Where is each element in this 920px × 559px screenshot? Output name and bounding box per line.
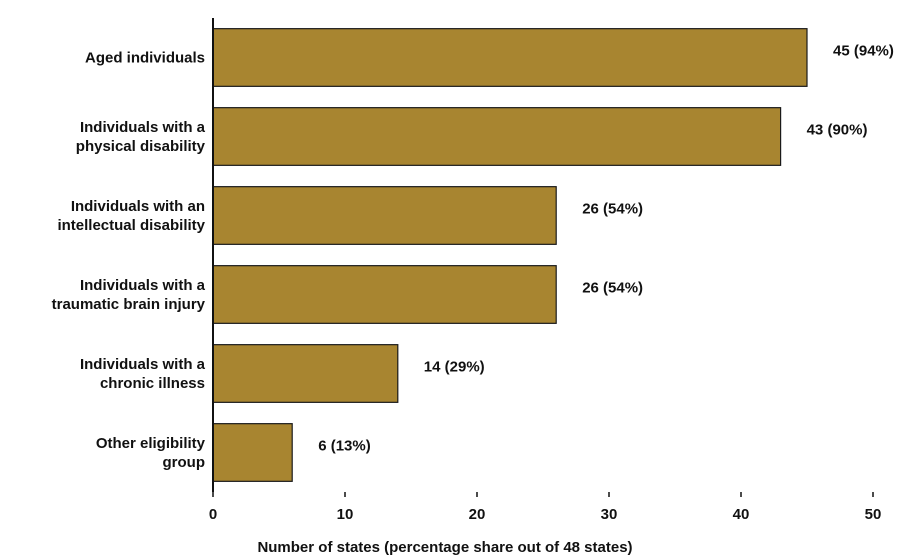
x-axis-title: Number of states (percentage share out o…	[257, 539, 632, 556]
category-label: Aged individuals	[85, 50, 205, 67]
x-tick-label: 30	[601, 506, 618, 523]
x-tick-label: 50	[865, 506, 882, 523]
category-label: Individuals with an intellectual disabili…	[57, 198, 205, 234]
bar	[212, 265, 557, 324]
data-label: 45 (94%)	[833, 43, 894, 60]
x-tick-label: 0	[209, 506, 217, 523]
category-label: Individuals with a traumatic brain injury	[52, 277, 206, 313]
bar	[212, 423, 293, 482]
category-label: Individuals with a physical disability	[76, 119, 206, 155]
bars-layer	[212, 28, 808, 482]
bar	[212, 344, 399, 403]
data-label: 26 (54%)	[582, 280, 643, 297]
x-axis: 0 10 20 30 40 50	[209, 18, 882, 523]
data-label: 26 (54%)	[582, 201, 643, 218]
category-label: Individuals with a chronic illness	[80, 356, 206, 392]
x-tick-label: 10	[337, 506, 354, 523]
bar	[212, 186, 557, 245]
data-label: 14 (29%)	[424, 359, 485, 376]
bar	[212, 107, 782, 166]
category-labels: Aged individuals Individuals with a physic…	[52, 50, 206, 472]
data-label: 6 (13%)	[318, 438, 371, 455]
category-label: Other eligibility group	[96, 435, 206, 471]
x-tick-label: 20	[469, 506, 486, 523]
data-labels: 45 (94%) 43 (90%) 26 (54%) 26 (54%) 14 (29%)…	[318, 43, 894, 455]
data-label: 43 (90%)	[807, 122, 868, 139]
bar	[212, 28, 808, 87]
x-tick-label: 40	[733, 506, 750, 523]
